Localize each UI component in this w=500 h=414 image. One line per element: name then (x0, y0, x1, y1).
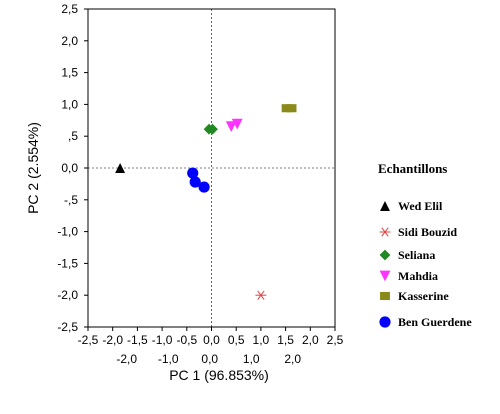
legend-marker (379, 249, 391, 261)
x-tick-label: -1,0 (152, 333, 173, 347)
data-point (115, 163, 126, 173)
legend-marker (380, 201, 390, 211)
legend-item: Sidi Bouzid (379, 225, 457, 239)
legend-label: Seliana (398, 248, 435, 262)
data-point (207, 123, 218, 135)
x-tick-label: -1,5 (127, 333, 148, 347)
data-point (189, 176, 201, 188)
legend-marker (379, 316, 391, 328)
y-axis-label: PC 2 (2.554%) (25, 122, 41, 214)
legend-item: Wed Elil (380, 199, 443, 213)
tick-marks (84, 8, 336, 331)
y-tick-label: ,5 (68, 129, 78, 143)
legend-label: Sidi Bouzid (398, 225, 457, 239)
legend-item: Mahdia (379, 269, 438, 283)
legend-title: Echantillons (378, 161, 447, 176)
x-tick-label: 1,5 (277, 333, 294, 347)
legend-item: Ben Guerdene (379, 315, 472, 329)
data-point (187, 167, 199, 179)
x-tick-labels-top: -2,5 -2,0 -1,5 -1,0 -0,5 0,0 0,5 1,0 1,5 2,0 2,5 (78, 333, 344, 347)
data-point (225, 121, 237, 133)
legend-marker (380, 291, 390, 301)
legend-label: Kasserine (398, 289, 449, 303)
y-tick-labels: 2,5 2,0 1,5 1,0 ,5 0,0 -,5 -1,0 -1,5 -2,0 -2,5 (57, 2, 78, 334)
x-tick-label: 2,0 (302, 333, 319, 347)
x-tick-label: -2,0 (102, 333, 123, 347)
legend-marker (379, 227, 391, 237)
data-point (255, 290, 267, 300)
x-tick-label-secondary: -1,0 (158, 352, 179, 366)
y-tick-label: -1,0 (57, 225, 78, 239)
x-tick-label: -0,5 (176, 333, 197, 347)
data-point (231, 118, 243, 130)
x-tick-label-secondary: 0,0 (201, 352, 218, 366)
y-tick-label: 2,0 (61, 34, 78, 48)
y-tick-label: 1,0 (61, 97, 78, 111)
x-tick-label-secondary: 1,0 (243, 352, 260, 366)
data-point (198, 181, 210, 193)
legend-marker (379, 270, 391, 282)
y-tick-label: 2,5 (61, 2, 78, 16)
x-tick-label: 0,5 (228, 333, 245, 347)
y-tick-label: -,5 (64, 193, 78, 207)
x-tick-label: 0,0 (203, 333, 220, 347)
x-tick-label: 1,0 (253, 333, 270, 347)
legend-item: Kasserine (380, 289, 449, 303)
y-tick-label: 0,0 (61, 161, 78, 175)
x-tick-label: -2,5 (78, 333, 99, 347)
legend-item: Seliana (379, 248, 435, 262)
x-tick-label-secondary: 2,0 (284, 352, 301, 366)
legend: Wed Elil Sidi Bouzid Seliana Mahdia Kasserin… (379, 199, 472, 329)
x-axis-label: PC 1 (96.853%) (169, 367, 269, 383)
x-tick-label: 2,5 (327, 333, 344, 347)
x-tick-label-secondary: -2,0 (116, 352, 137, 366)
data-point (286, 104, 297, 113)
x-tick-labels-bottom: -2,0 -1,0 0,0 1,0 2,0 (116, 352, 301, 366)
legend-label: Mahdia (398, 269, 438, 283)
data-points (115, 104, 297, 300)
y-tick-label: -1,5 (57, 256, 78, 270)
y-tick-label: 1,5 (61, 66, 78, 80)
legend-label: Wed Elil (398, 199, 443, 213)
y-tick-label: -2,0 (57, 288, 78, 302)
legend-label: Ben Guerdene (398, 315, 472, 329)
y-tick-label: -2,5 (57, 320, 78, 334)
